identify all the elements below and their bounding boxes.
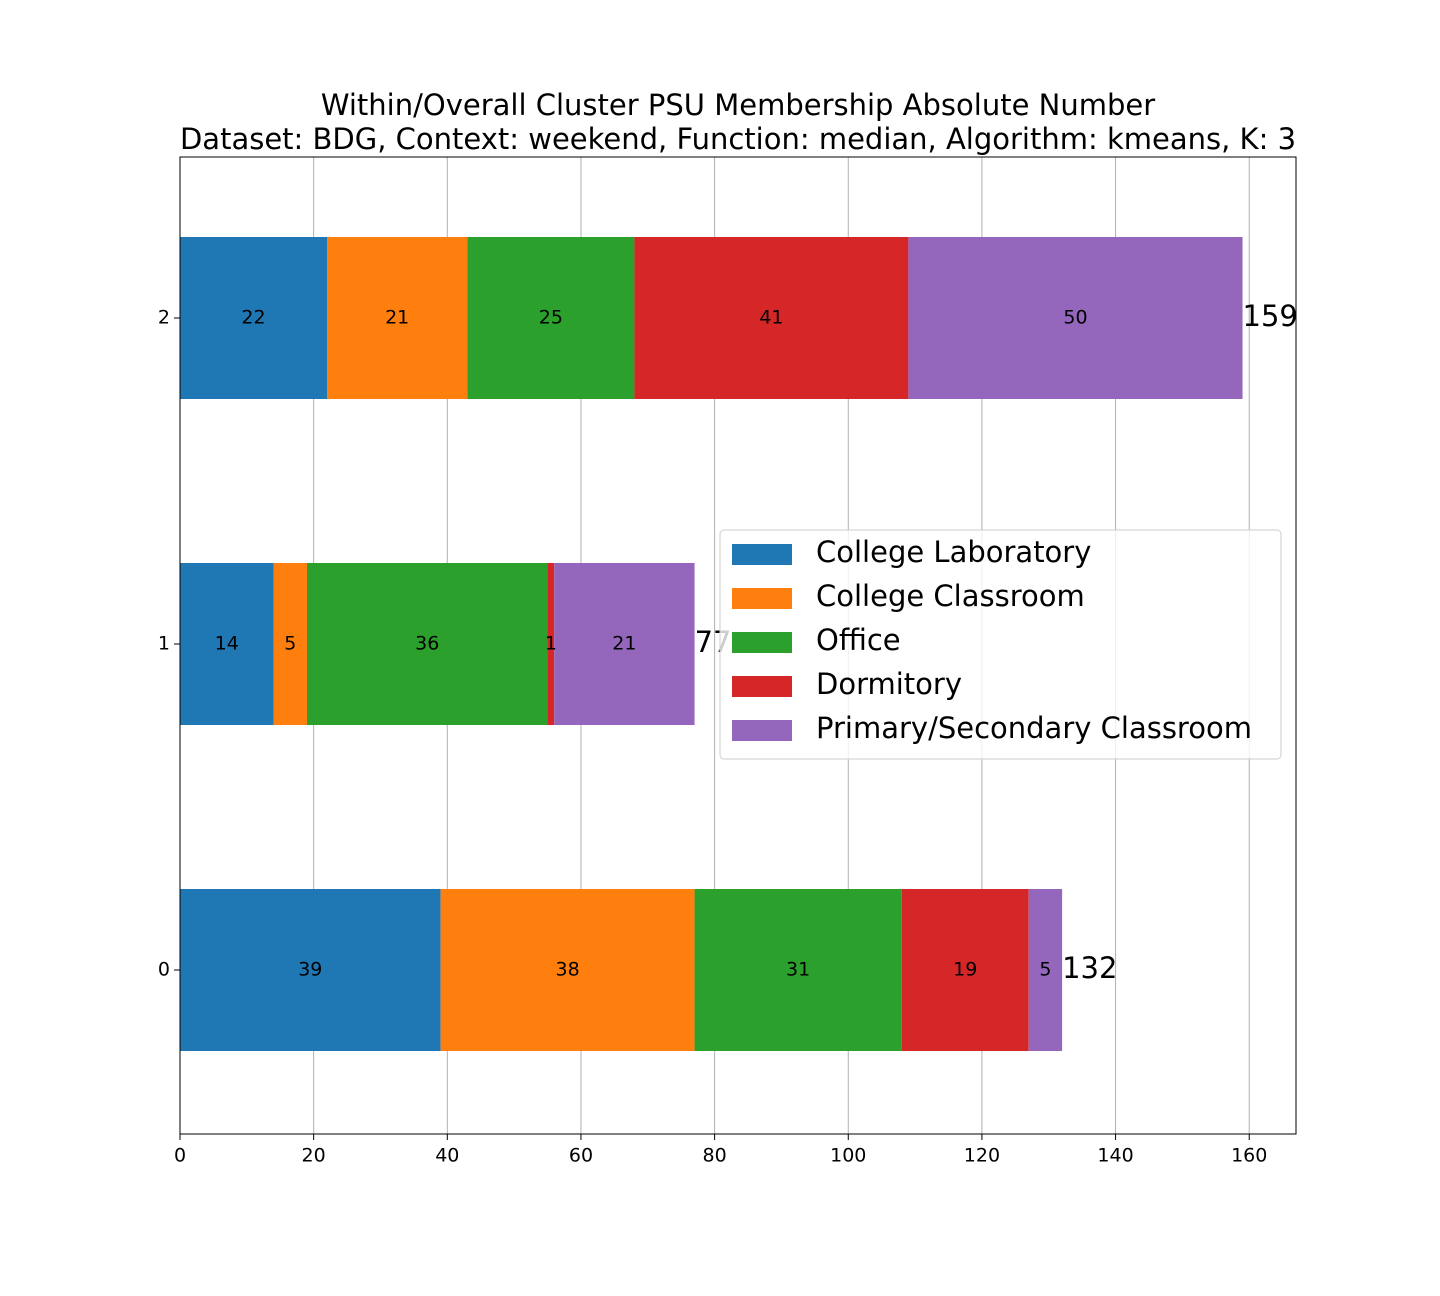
segment-value-label: 1 bbox=[545, 633, 557, 655]
x-tick-label: 20 bbox=[302, 1145, 326, 1167]
x-tick-label: 100 bbox=[830, 1145, 866, 1167]
segment-value-label: 38 bbox=[555, 959, 579, 981]
x-tick-label: 0 bbox=[174, 1145, 186, 1167]
bar-segment bbox=[273, 563, 307, 725]
bar-segment bbox=[327, 237, 468, 399]
legend-label: Office bbox=[816, 623, 901, 657]
segment-value-label: 14 bbox=[215, 633, 239, 655]
bar-segment bbox=[901, 889, 1029, 1051]
segment-value-label: 36 bbox=[415, 633, 439, 655]
segment-value-label: 31 bbox=[786, 959, 810, 981]
bar-segment bbox=[547, 563, 555, 725]
bar-segment bbox=[554, 563, 695, 725]
segment-value-label: 22 bbox=[241, 307, 265, 329]
x-tick-label: 40 bbox=[435, 1145, 459, 1167]
bar-total-label: 132 bbox=[1062, 951, 1117, 985]
legend-swatch bbox=[732, 676, 792, 697]
bar-segment bbox=[180, 237, 328, 399]
bar-total-label: 159 bbox=[1243, 299, 1298, 333]
segment-value-label: 5 bbox=[1039, 959, 1051, 981]
bar-segment bbox=[634, 237, 909, 399]
chart-title: Within/Overall Cluster PSU Membership Ab… bbox=[180, 88, 1296, 156]
legend-label: College Classroom bbox=[816, 579, 1085, 613]
x-tick-label: 140 bbox=[1097, 1145, 1133, 1167]
legend-label: College Laboratory bbox=[816, 535, 1091, 569]
segment-value-label: 50 bbox=[1063, 307, 1087, 329]
x-tick-label: 60 bbox=[569, 1145, 593, 1167]
segment-value-label: 25 bbox=[539, 307, 563, 329]
legend-swatch bbox=[732, 588, 792, 609]
segment-value-label: 19 bbox=[953, 959, 977, 981]
plot-frame bbox=[179, 156, 1297, 1135]
bar-segment bbox=[1028, 889, 1063, 1051]
bar-segment bbox=[694, 889, 902, 1051]
x-tick-label: 160 bbox=[1231, 1145, 1267, 1167]
legend-swatch bbox=[732, 720, 792, 741]
legend-swatch bbox=[732, 632, 792, 653]
x-tick-label: 120 bbox=[964, 1145, 1000, 1167]
y-axis: 0 1 2 bbox=[158, 307, 180, 981]
legend-label: Dormitory bbox=[816, 667, 962, 701]
bar-segment bbox=[180, 563, 274, 725]
title-line-1: Within/Overall Cluster PSU Membership Ab… bbox=[321, 88, 1155, 122]
bar-segment bbox=[306, 563, 548, 725]
bar-segment bbox=[467, 237, 635, 399]
segment-value-label: 21 bbox=[612, 633, 636, 655]
bar-segment bbox=[180, 889, 441, 1051]
segment-value-label: 39 bbox=[298, 959, 322, 981]
segment-value-label: 41 bbox=[759, 307, 783, 329]
y-tick-label: 2 bbox=[158, 307, 170, 329]
segment-value-label: 5 bbox=[284, 633, 296, 655]
x-axis: 0 20 40 60 80 100 120 140 160 bbox=[174, 1134, 1267, 1167]
x-tick-label: 80 bbox=[703, 1145, 727, 1167]
bar-segment bbox=[908, 237, 1243, 399]
bar-segment bbox=[440, 889, 695, 1051]
legend-swatch bbox=[732, 544, 792, 565]
legend: College Laboratory College Classroom Offic… bbox=[719, 529, 1282, 760]
segment-value-label: 21 bbox=[385, 307, 409, 329]
y-tick-label: 0 bbox=[158, 959, 170, 981]
bar-segments bbox=[180, 237, 1243, 1051]
title-line-2: Dataset: BDG, Context: weekend, Function… bbox=[180, 122, 1296, 156]
legend-box bbox=[719, 529, 1282, 760]
y-tick-label: 1 bbox=[158, 633, 170, 655]
legend-label: Primary/Secondary Classroom bbox=[816, 711, 1252, 745]
